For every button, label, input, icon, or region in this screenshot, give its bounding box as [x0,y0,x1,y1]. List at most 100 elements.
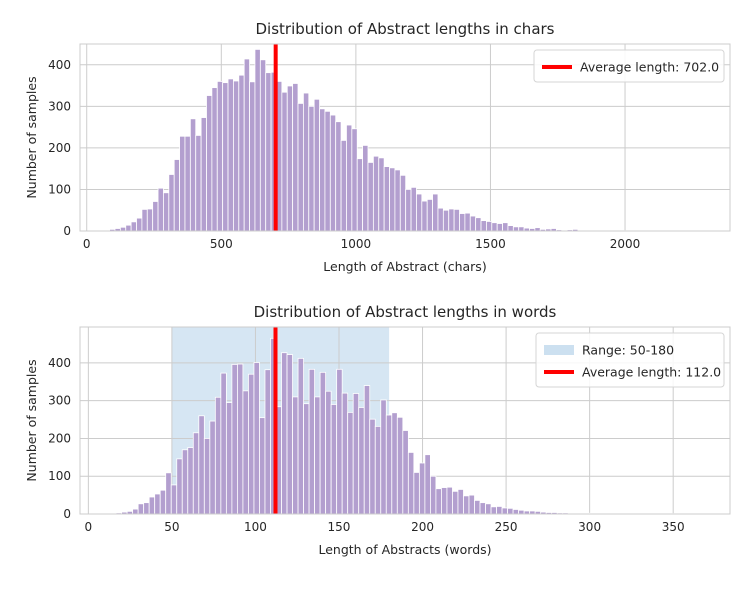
legend-swatch-range [544,345,574,355]
histogram-bar [182,450,188,514]
histogram-bar [309,106,314,231]
histogram-bar [400,175,405,231]
histogram-bar [469,495,475,514]
histogram-bar [395,170,400,231]
histogram-bar [282,353,288,514]
histogram-bar [443,210,448,231]
x-tick-label: 0 [83,237,91,251]
x-tick-label: 300 [578,520,601,534]
histogram-bar [392,413,398,514]
y-tick-label: 100 [48,182,71,196]
histogram-bar [233,81,238,231]
histogram-bar [265,370,271,514]
histogram-bar [138,504,144,514]
histogram-bar [190,119,195,231]
histogram-bar [163,193,168,231]
histogram-bar [158,188,163,231]
histogram-bar [470,216,475,231]
histogram-bar [475,500,481,514]
histogram-bar [221,373,227,514]
x-tick-label: 200 [411,520,434,534]
x-tick-label: 150 [328,520,351,534]
histogram-bar [293,83,298,231]
chart-title: Distribution of Abstract lengths in word… [254,303,557,321]
histogram-bar [342,393,348,514]
histogram-bar [259,418,265,514]
histogram-bar [352,129,357,231]
histogram-bar [248,374,254,514]
histogram-bar [465,213,470,231]
histogram-bar [232,364,238,514]
histogram-bar [185,136,190,231]
histogram-bar [223,83,228,231]
histogram-bar [228,79,233,231]
histogram-bar [458,489,464,514]
histogram-bar [384,167,389,231]
histogram-bar [497,224,502,231]
histogram-bar [433,194,438,231]
histogram-bar [326,391,332,514]
histogram-bar [348,412,354,514]
histogram-bar [244,59,249,231]
legend-label: Average length: 702.0 [580,60,719,75]
histogram-bar [298,103,303,231]
histogram-bar [171,485,177,514]
histogram-bar [436,489,442,514]
histogram-bar [237,364,243,514]
histogram-bar [174,160,179,231]
histogram-bar [330,115,335,231]
histogram-bar [463,496,469,514]
histogram-bar [508,508,514,514]
histogram-bar [368,162,373,231]
x-tick-label: 50 [164,520,179,534]
histogram-bar [160,490,166,514]
histogram-bar [126,225,131,231]
histogram-bar [204,438,210,514]
histogram-bar [207,96,212,231]
y-axis-label: Number of samples [24,76,39,198]
x-tick-label: 1500 [475,237,506,251]
histogram-bar [325,111,330,231]
histogram-bar [519,510,525,514]
histogram-bar [303,93,308,231]
histogram-bar [416,194,421,231]
histogram-bar [502,508,508,514]
histogram-bar [320,109,325,231]
histogram-bar [460,214,465,231]
x-tick-label: 100 [244,520,267,534]
histogram-bar [193,433,199,514]
x-axis-label: Length of Abstracts (words) [318,542,491,557]
y-tick-label: 0 [63,507,71,521]
histogram-bar [212,88,217,231]
histogram-bar [370,419,376,514]
x-tick-label: 2000 [610,237,641,251]
histogram-bar [266,73,271,231]
histogram-bar [149,497,155,514]
histogram-bar [508,226,513,231]
histogram-bar [250,82,255,231]
histogram-bar [131,222,136,231]
histogram-bar [142,209,147,231]
histogram-bar [449,209,454,231]
histogram-bar [337,369,343,514]
histogram-bar [239,75,244,231]
histogram-bar [155,494,161,514]
histogram-bar [441,488,447,514]
histogram-bar [447,487,453,514]
histogram-bar [363,145,368,231]
histogram-bar [243,391,249,514]
histogram-bar [144,503,150,514]
x-tick-label: 250 [495,520,518,534]
legend: Average length: 702.0 [534,50,724,82]
histogram-bar [336,122,341,231]
histogram-bar [419,463,425,514]
y-tick-label: 200 [48,141,71,155]
y-tick-label: 300 [48,394,71,408]
histogram-bar [180,136,185,231]
x-tick-label: 0 [85,520,93,534]
histogram-bar [397,417,403,514]
histogram-bar [169,174,174,231]
